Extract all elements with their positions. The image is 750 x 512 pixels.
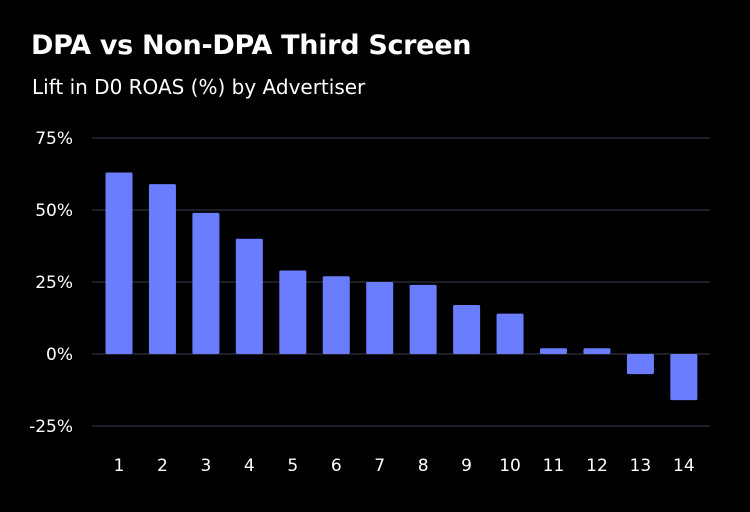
x-tick-label: 10 bbox=[499, 456, 521, 476]
x-tick-label: 13 bbox=[630, 456, 652, 476]
bar bbox=[366, 282, 394, 354]
y-tick-label: -25% bbox=[29, 417, 73, 437]
y-tick-label: 25% bbox=[35, 273, 73, 293]
grid-lines bbox=[92, 137, 710, 427]
y-axis-tick-labels: 75% 50% 25% 0% -25% bbox=[29, 129, 73, 437]
bar bbox=[409, 284, 437, 354]
y-tick-label: 0% bbox=[46, 345, 73, 365]
x-tick-label: 14 bbox=[673, 456, 695, 476]
bar bbox=[322, 276, 350, 354]
bar bbox=[540, 348, 567, 354]
bar bbox=[192, 212, 220, 354]
bar bbox=[235, 238, 263, 354]
bar bbox=[670, 354, 698, 401]
x-tick-label: 4 bbox=[244, 456, 255, 476]
x-tick-label: 6 bbox=[331, 456, 342, 476]
bar bbox=[279, 270, 307, 354]
x-tick-label: 2 bbox=[157, 456, 168, 476]
x-tick-label: 11 bbox=[543, 456, 565, 476]
x-tick-label: 9 bbox=[461, 456, 472, 476]
bar bbox=[626, 354, 654, 375]
x-tick-label: 7 bbox=[374, 456, 385, 476]
x-tick-label: 3 bbox=[200, 456, 211, 476]
bar bbox=[105, 172, 133, 354]
x-axis-tick-labels: 1 2 3 4 5 6 7 8 9 10 11 12 13 14 bbox=[114, 456, 695, 476]
bar bbox=[496, 313, 524, 354]
y-tick-label: 50% bbox=[35, 201, 73, 221]
x-tick-label: 5 bbox=[287, 456, 298, 476]
bar bbox=[453, 305, 481, 354]
bars bbox=[105, 172, 698, 401]
x-tick-label: 12 bbox=[586, 456, 608, 476]
x-tick-label: 8 bbox=[418, 456, 429, 476]
bar bbox=[148, 184, 176, 354]
chart-subtitle: Lift in D0 ROAS (%) by Advertiser bbox=[32, 75, 366, 99]
x-tick-label: 1 bbox=[114, 456, 125, 476]
bar bbox=[583, 348, 611, 354]
y-tick-label: 75% bbox=[35, 129, 73, 149]
chart-title: DPA vs Non-DPA Third Screen bbox=[31, 30, 472, 61]
